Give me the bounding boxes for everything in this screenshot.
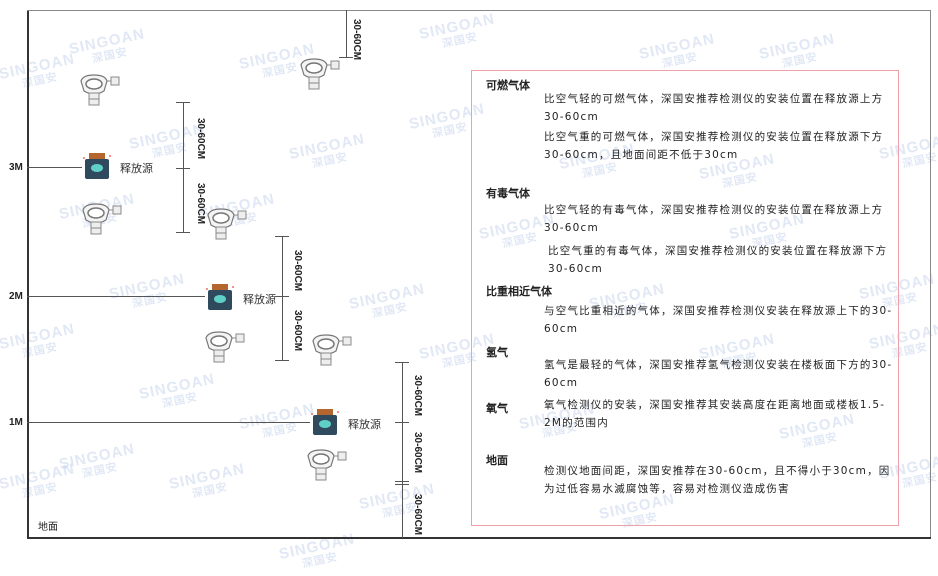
- release-source-label: 释放源: [348, 418, 381, 431]
- dim-line-top: [346, 10, 347, 58]
- para-similar: 与空气比重相近的气体，深国安推荐检测仪安装在释放源上下的30-60cm: [544, 305, 893, 335]
- dim-tick: [275, 296, 289, 297]
- ceiling-line: [27, 10, 931, 11]
- level-line-3m: [27, 167, 82, 168]
- section-title-similar: 比重相近气体: [486, 285, 552, 298]
- level-line-2m: [27, 296, 205, 297]
- gas-detector-icon: [78, 73, 122, 111]
- level-line-1m: [27, 422, 310, 423]
- para-oxygen: 氧气检测仪的安装，深国安推荐其安装高度在距离地面或楼板1.5-2M的范围内: [544, 399, 886, 429]
- gas-detector-icon: [80, 202, 124, 240]
- gas-detector-icon: [205, 207, 249, 245]
- release-source-icon: [310, 408, 340, 440]
- dim-label: 30-60CM: [351, 19, 362, 61]
- dim-tick: [176, 102, 190, 103]
- gas-detector-icon: [203, 330, 247, 368]
- dim-tick: [275, 360, 289, 361]
- dim-tick: [395, 481, 409, 482]
- dim-tick: [176, 168, 190, 169]
- section-title-combustible: 可燃气体: [486, 79, 530, 92]
- installation-guide-box: 可燃气体 比空气轻的可燃气体，深国安推荐检测仪的安装位置在释放源上方30-60c…: [471, 70, 899, 526]
- level-3m: 3M: [9, 162, 23, 173]
- dim-tick: [176, 232, 190, 233]
- para-hydrogen: 氢气是最轻的气体，深国安推荐氢气检测仪安装在楼板面下方的30-60cm: [544, 359, 893, 389]
- dim-label: 30-60CM: [412, 432, 423, 474]
- gas-detector-icon: [298, 57, 342, 95]
- dim-tick: [275, 236, 289, 237]
- release-source-label: 释放源: [120, 162, 153, 175]
- para-toxic-light: 比空气轻的有毒气体，深国安推荐检测仪的安装位置在释放源上方30-60cm: [544, 204, 884, 234]
- dim-label: 30-60CM: [195, 183, 206, 225]
- dim-label: 30-60CM: [412, 375, 423, 417]
- section-title-hydrogen: 氢气: [486, 346, 508, 359]
- release-source-icon: [82, 152, 112, 184]
- ground-line: [27, 537, 931, 539]
- right-border: [930, 10, 931, 538]
- height-axis: [27, 10, 29, 538]
- dim-tick: [395, 362, 409, 363]
- gas-detector-icon: [305, 448, 349, 486]
- dim-tick: [395, 422, 409, 423]
- dim-tick: [395, 484, 409, 485]
- ground-label: 地面: [38, 522, 58, 533]
- release-source-icon: [205, 283, 235, 315]
- dim-line-3m: [183, 102, 184, 233]
- section-title-ground: 地面: [486, 454, 508, 467]
- section-title-oxygen: 氧气: [486, 402, 508, 415]
- para-ground: 检测仪地面间距，深国安推荐在30-60cm，且不得小于30cm，因为过低容易水滅…: [544, 465, 891, 495]
- dim-label: 30-60CM: [292, 310, 303, 352]
- release-source-label: 释放源: [243, 293, 276, 306]
- dim-tick: [339, 57, 353, 58]
- gas-detector-icon: [310, 333, 354, 371]
- dim-line-1m: [402, 362, 403, 538]
- para-combustible-light: 比空气轻的可燃气体，深国安推荐检测仪的安装位置在释放源上方30-60cm: [544, 93, 884, 123]
- dim-label: 30-60CM: [195, 118, 206, 160]
- dim-label: 30-60CM: [412, 494, 423, 536]
- para-combustible-heavy: 比空气重的可燃气体，深国安推荐检测仪的安装位置在释放源下方30-60cm，且地面…: [544, 131, 884, 161]
- para-toxic-heavy: 比空气重的有毒气体，深国安推荐检测仪的安装位置在释放源下方30-60cm: [548, 245, 888, 275]
- level-1m: 1M: [9, 417, 23, 428]
- dim-label: 30-60CM: [292, 250, 303, 292]
- section-title-toxic: 有毒气体: [486, 187, 530, 200]
- level-2m: 2M: [9, 291, 23, 302]
- dim-line-2m: [282, 236, 283, 361]
